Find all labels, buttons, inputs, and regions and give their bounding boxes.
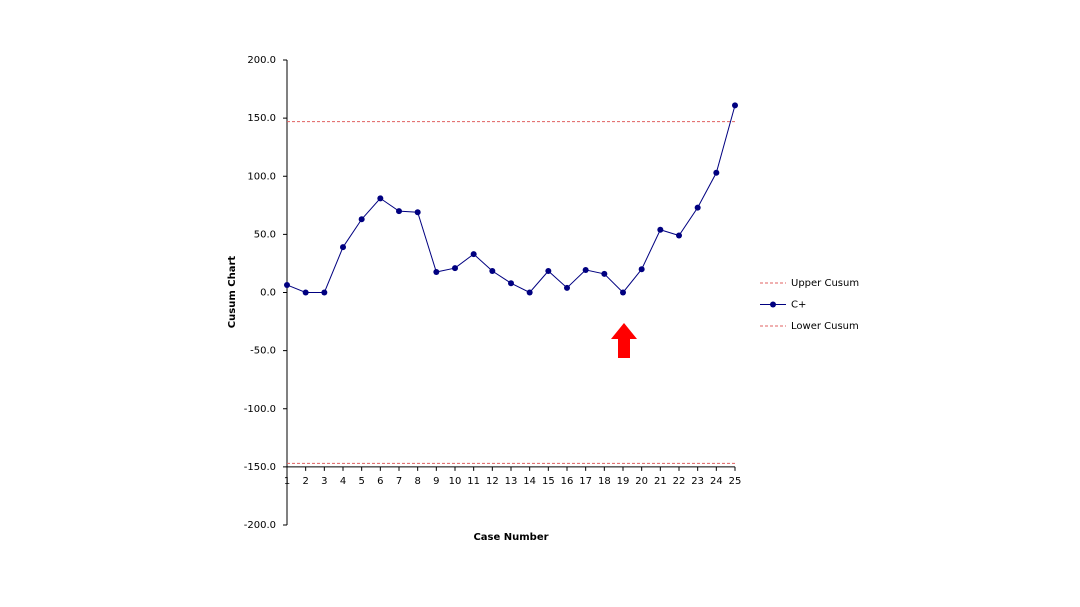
y-axis-title: Cusum Chart [227,256,238,329]
x-tick-label: 8 [414,476,420,487]
legend-label: C+ [791,300,806,311]
x-tick-label: 16 [561,476,574,487]
point [713,169,720,176]
point [732,102,738,109]
point [470,251,477,258]
x-tick-label: 14 [523,476,536,487]
legend-label: Lower Cusum [791,321,859,332]
x-tick-label: 12 [486,476,499,487]
point [676,232,682,239]
point [358,216,365,223]
point [340,244,346,251]
y-tick-label: -50.0 [250,346,276,357]
x-tick-label: 24 [710,476,723,487]
point [489,267,496,274]
point [396,208,402,215]
x-tick-label: 13 [505,476,518,487]
x-tick-label: 15 [542,476,555,487]
point [377,195,384,202]
x-tick-label: 19 [617,476,630,487]
x-tick-label: 11 [467,476,480,487]
point [601,270,608,277]
x-tick-label: 17 [579,476,592,487]
y-tick-label: 150.0 [247,113,276,124]
x-tick-label: 21 [654,476,667,487]
x-tick-label: 25 [729,476,742,487]
point [433,269,440,276]
y-tick-label: 50.0 [254,229,276,240]
point [582,266,589,273]
arrow-annotation [611,323,637,358]
point [284,281,290,288]
x-tick-label: 1 [284,476,290,487]
x-tick-label: 5 [358,476,364,487]
point [302,289,309,296]
legend-marker [770,301,776,308]
x-tick-label: 4 [340,476,346,487]
point [694,204,701,211]
x-tick-label: 18 [598,476,611,487]
x-tick-label: 7 [396,476,402,487]
legend-label: Upper Cusum [791,278,859,289]
x-tick-label: 22 [673,476,686,487]
x-tick-label: 3 [321,476,327,487]
series-line [286,105,736,294]
x-tick-label: 2 [302,476,308,487]
y-tick-label: 200.0 [247,55,276,66]
x-tick-label: 10 [449,476,462,487]
y-tick-label: -200.0 [244,520,276,531]
point [508,280,514,287]
point [321,289,328,296]
y-tick-label: -100.0 [244,404,276,415]
x-tick-label: 9 [433,476,439,487]
x-tick-label: 23 [691,476,704,487]
point [620,289,626,296]
y-tick-label: -150.0 [244,462,276,473]
y-tick-label: 100.0 [247,171,276,182]
point [414,209,421,216]
x-axis-title: Case Number [473,532,548,543]
point [638,266,645,273]
x-tick-label: 20 [635,476,648,487]
point [657,226,664,233]
point [526,289,533,296]
point [452,265,458,272]
y-tick-label: 0.0 [260,288,276,299]
x-tick-label: 6 [377,476,383,487]
point [564,284,570,291]
point [545,267,552,274]
